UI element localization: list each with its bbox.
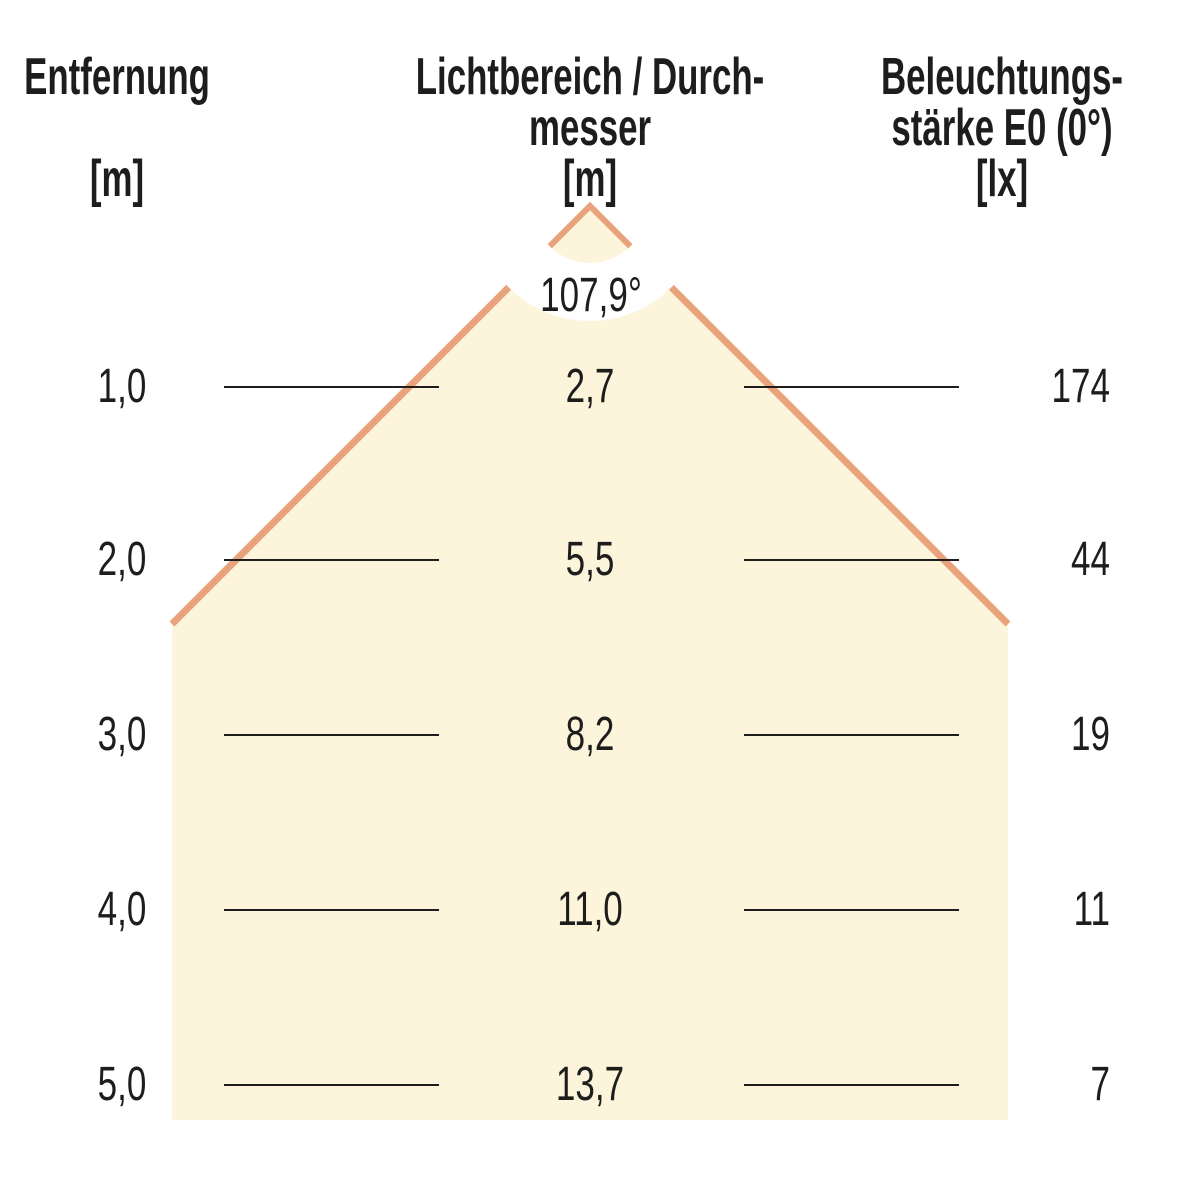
row-line-right xyxy=(744,909,959,911)
row-line-right xyxy=(744,1084,959,1086)
header-diameter-title-line2: messer xyxy=(528,99,652,157)
distance-value: 2,0 xyxy=(97,533,147,586)
diameter-value: 5,5 xyxy=(565,533,615,586)
beam-angle-label: 107,9° xyxy=(540,269,642,322)
beam-edge-right xyxy=(668,284,1011,627)
row-line-left xyxy=(224,734,439,736)
header-illuminance-title-line1: Beleuchtungs- xyxy=(881,48,1123,106)
header-distance-title: Entfernung xyxy=(24,48,210,106)
row-line-right xyxy=(744,386,959,388)
illuminance-value: 11 xyxy=(1073,883,1110,936)
beam-apex-wedge-outline xyxy=(547,201,633,249)
beam-fill-shape xyxy=(172,287,1008,1120)
distance-value: 4,0 xyxy=(97,883,147,936)
illuminance-value: 7 xyxy=(1090,1058,1110,1111)
row-line-left xyxy=(224,386,439,388)
illuminance-value: 174 xyxy=(1051,360,1110,413)
distance-value: 3,0 xyxy=(97,708,147,761)
beam-apex-wedge xyxy=(549,206,631,263)
row-line-left xyxy=(224,1084,439,1086)
header-diameter-title-line1: Lichtbereich / Durch- xyxy=(415,48,765,106)
illuminance-value: 44 xyxy=(1071,533,1110,586)
row-line-right xyxy=(744,559,959,561)
header-illuminance-unit: [lx] xyxy=(975,150,1029,208)
header-distance-unit: [m] xyxy=(89,150,145,208)
diameter-value: 2,7 xyxy=(565,360,615,413)
distance-value: 5,0 xyxy=(97,1058,147,1111)
diameter-value: 13,7 xyxy=(555,1058,625,1111)
row-line-right xyxy=(744,734,959,736)
row-line-left xyxy=(224,909,439,911)
diameter-value: 8,2 xyxy=(565,708,615,761)
row-line-left xyxy=(224,559,439,561)
diameter-value: 11,0 xyxy=(557,883,623,936)
header-diameter-unit: [m] xyxy=(562,150,618,208)
distance-value: 1,0 xyxy=(97,360,147,413)
header-illuminance-title-line2: stärke E0 (0°) xyxy=(891,99,1113,157)
beam-edge-left xyxy=(169,284,512,627)
illuminance-value: 19 xyxy=(1071,708,1110,761)
